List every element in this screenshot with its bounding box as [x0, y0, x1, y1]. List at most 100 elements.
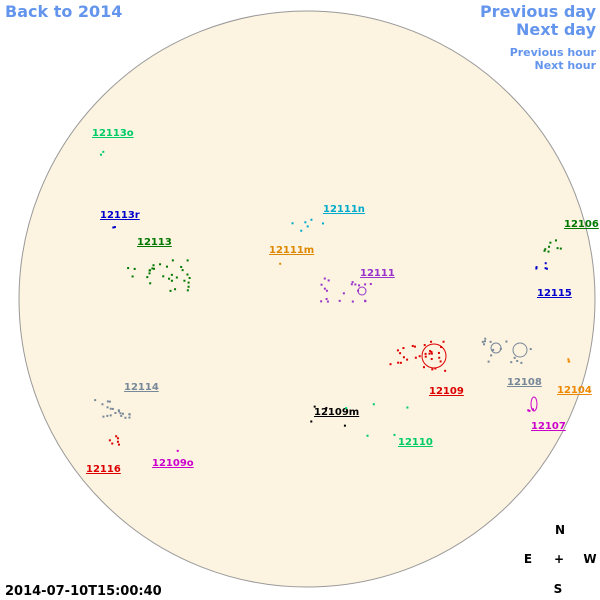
spot-dot — [119, 412, 122, 415]
spot-dot — [152, 264, 155, 267]
spot-dot — [100, 153, 103, 156]
spot-dot — [434, 367, 437, 370]
spot-dot — [338, 299, 341, 302]
spot-dot — [168, 277, 171, 280]
spot-dot — [406, 406, 409, 409]
spot-dot — [186, 259, 189, 262]
spot-dot — [567, 358, 570, 361]
region-label: 12109o — [152, 458, 194, 469]
spot-dot — [106, 406, 109, 409]
spot-dot — [490, 354, 493, 357]
spot-dot — [505, 340, 508, 343]
sunspot-outline — [512, 342, 528, 358]
spot-dot — [397, 361, 400, 364]
spot-dot — [554, 239, 557, 242]
spot-dot — [358, 284, 361, 287]
spot-dot — [279, 262, 282, 265]
spot-dot — [186, 289, 189, 292]
region-label: 12108 — [507, 377, 542, 388]
spot-dot — [411, 344, 414, 347]
spot-dot — [430, 350, 433, 353]
region-label: 12111 — [360, 268, 395, 279]
spot-dot — [350, 283, 353, 286]
spot-dot — [343, 424, 346, 427]
spot-dot — [549, 241, 552, 244]
spot-dot — [357, 289, 360, 292]
spot-dot — [520, 361, 523, 364]
spot-dot — [94, 399, 97, 402]
region-label: 12109m — [314, 407, 359, 418]
region-label: 12113r — [100, 210, 140, 221]
spot-dot — [422, 366, 425, 369]
spot-dot — [116, 440, 119, 443]
spot-dot — [176, 449, 179, 452]
spot-dot — [170, 279, 173, 282]
spot-dot — [516, 359, 519, 362]
spot-dot — [535, 266, 538, 269]
spot-dot — [151, 267, 154, 270]
spot-dot — [326, 300, 329, 303]
spot-dot — [559, 247, 562, 250]
region-label: 12114 — [124, 382, 159, 393]
spot-dot — [544, 248, 547, 251]
spot-dot — [437, 351, 440, 354]
spot-dot — [127, 267, 130, 270]
compass-center: + — [554, 552, 564, 566]
spot-dot — [117, 409, 120, 412]
region-label: 12107 — [531, 421, 566, 432]
next-day-link[interactable]: Next day — [516, 20, 597, 39]
spot-dot — [487, 360, 490, 363]
region-label: 12115 — [537, 288, 572, 299]
spot-dot — [323, 287, 326, 290]
spot-dot — [162, 275, 165, 278]
spot-dot — [543, 249, 546, 252]
spot-dot — [431, 368, 434, 371]
spot-dot — [399, 361, 402, 364]
spot-dot — [424, 352, 427, 355]
spot-dot — [146, 276, 149, 279]
spot-dot — [102, 415, 105, 418]
spot-dot — [181, 269, 184, 272]
spot-dot — [101, 403, 104, 406]
spot-dot — [547, 250, 550, 253]
spot-dot — [484, 337, 487, 340]
region-label: 12113o — [92, 128, 134, 139]
spot-dot — [320, 283, 323, 286]
spot-dot — [128, 416, 131, 419]
spot-dot — [310, 218, 313, 221]
spot-dot — [148, 269, 151, 272]
spot-dot — [529, 348, 532, 351]
spot-dot — [444, 369, 447, 372]
spot-dot — [393, 433, 396, 436]
region-label: 12116 — [86, 464, 121, 475]
spot-dot — [306, 225, 309, 228]
spot-dot — [369, 283, 372, 286]
spot-dot — [120, 414, 123, 417]
spot-dot — [430, 358, 433, 361]
next-hour-link[interactable]: Next hour — [535, 59, 597, 72]
spot-dot — [106, 414, 109, 417]
spot-dot — [548, 245, 551, 248]
spot-dot — [152, 267, 155, 270]
spot-dot — [327, 279, 330, 282]
spot-dot — [483, 343, 486, 346]
spot-dot — [342, 292, 345, 295]
spot-dot — [111, 407, 114, 410]
spot-dot — [171, 259, 174, 262]
back-link[interactable]: Back to 2014 — [5, 2, 122, 21]
spot-dot — [429, 350, 432, 353]
previous-day-link[interactable]: Previous day — [480, 2, 597, 21]
spot-dot — [187, 285, 190, 288]
spot-dot — [484, 340, 487, 343]
spot-dot — [430, 352, 433, 355]
spot-dot — [489, 340, 492, 343]
spot-dot — [439, 360, 442, 363]
previous-hour-link[interactable]: Previous hour — [510, 46, 597, 59]
spot-dot — [323, 277, 326, 280]
spot-dot — [351, 281, 354, 284]
spot-dot — [149, 282, 152, 285]
region-label: 12111m — [269, 245, 314, 256]
spot-dot — [321, 222, 324, 225]
compass-north: N — [555, 523, 565, 537]
spot-dot — [111, 442, 114, 445]
